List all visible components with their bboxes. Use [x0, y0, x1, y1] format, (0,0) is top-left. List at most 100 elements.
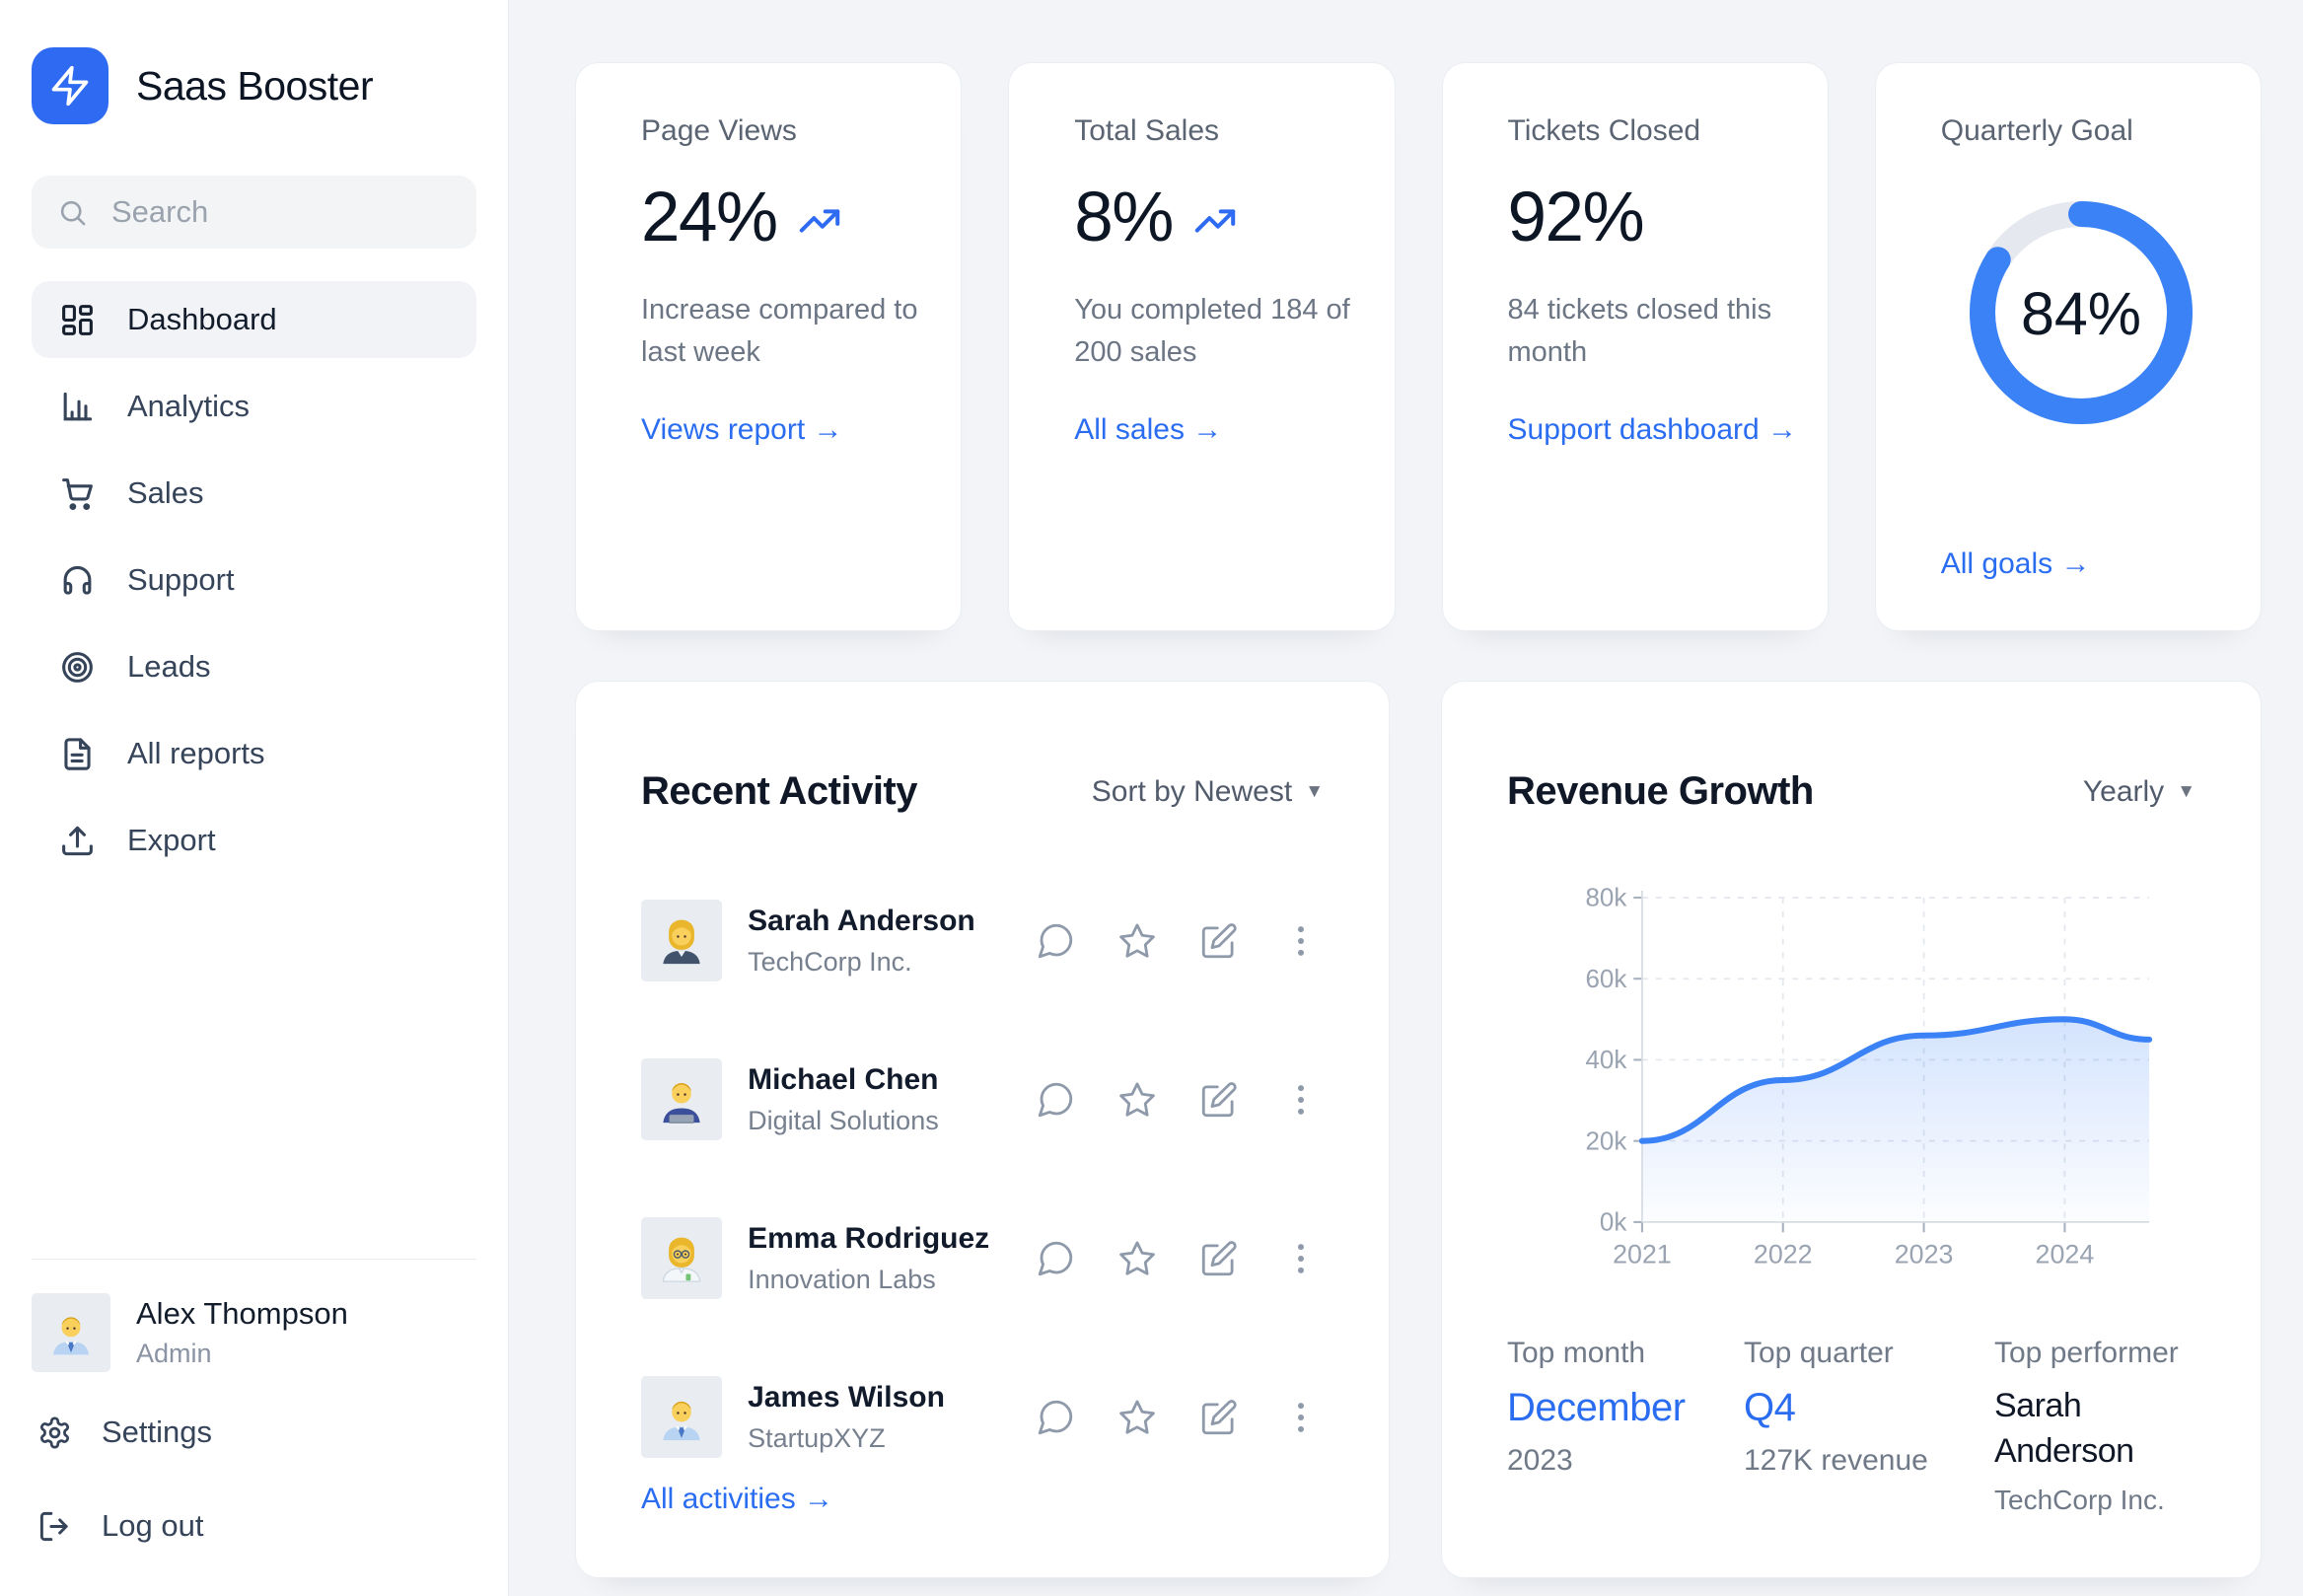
nav-label: All reports: [127, 736, 265, 770]
gear-icon: [37, 1415, 72, 1450]
more-button[interactable]: [1278, 918, 1324, 964]
nav-label: Dashboard: [127, 302, 277, 336]
more-icon: [1280, 1079, 1322, 1121]
search-input[interactable]: [109, 193, 451, 231]
revenue-highlights: Top month December 2023 Top quarter Q4 1…: [1507, 1337, 2195, 1516]
top-month-block: Top month December 2023: [1507, 1337, 1744, 1516]
highlight-value: Q4: [1744, 1386, 1796, 1430]
period-label: Yearly: [2082, 774, 2165, 808]
sidebar-item-logout[interactable]: Log out: [32, 1491, 476, 1560]
chevron-down-icon: ▼: [2177, 780, 2195, 802]
contact-company: TechCorp Inc.: [748, 946, 912, 977]
contact-name: James Wilson: [748, 1380, 945, 1414]
trending-up-icon: [797, 198, 842, 244]
stat-description: You completed 184 of 200 sales: [1074, 294, 1350, 368]
comment-button[interactable]: [1033, 1077, 1078, 1123]
sidebar-item-export[interactable]: Export: [32, 802, 476, 879]
search-icon: [57, 197, 88, 228]
sidebar-item-analytics[interactable]: Analytics: [32, 368, 476, 445]
activity-row: James Wilson StartupXYZ: [641, 1376, 1324, 1459]
sidebar-item-sales[interactable]: Sales: [32, 455, 476, 532]
more-button[interactable]: [1278, 1395, 1324, 1440]
comment-button[interactable]: [1033, 1236, 1078, 1281]
sidebar-item-support[interactable]: Support: [32, 542, 476, 618]
more-button[interactable]: [1278, 1236, 1324, 1281]
highlight-sub: 127K revenue: [1744, 1444, 1928, 1478]
highlight-label: Top performer: [1994, 1337, 2179, 1370]
stat-value: 24%: [641, 179, 778, 256]
star-icon: [1116, 1238, 1158, 1279]
revenue-line-chart: 0k 20k 40k 60k 80k 2021 2022 2023 2024: [1585, 883, 2153, 1270]
comment-button[interactable]: [1033, 918, 1078, 964]
more-icon: [1280, 1397, 1322, 1438]
sidebar-item-settings[interactable]: Settings: [32, 1398, 476, 1467]
all-goals-link[interactable]: All goals →: [1940, 547, 2091, 580]
stat-value: 92%: [1507, 179, 1645, 256]
activity-row: Michael Chen Digital Solutions: [641, 1058, 1324, 1141]
highlight-label: Top month: [1507, 1337, 1646, 1370]
contact-name: Sarah Anderson: [748, 904, 975, 937]
star-button[interactable]: [1115, 918, 1160, 964]
star-button[interactable]: [1115, 1077, 1160, 1123]
svg-text:60k: 60k: [1585, 964, 1627, 993]
contact-name: Emma Rodriguez: [748, 1221, 990, 1255]
chevron-down-icon: ▼: [1305, 780, 1324, 802]
stat-description: 84 tickets closed this month: [1507, 294, 1772, 368]
logout-icon: [37, 1509, 72, 1544]
edit-icon: [1198, 1238, 1240, 1279]
search-box[interactable]: [32, 176, 476, 249]
contact-company: Digital Solutions: [748, 1105, 939, 1135]
edit-button[interactable]: [1196, 1395, 1242, 1440]
views-report-link[interactable]: Views report →: [641, 412, 843, 446]
more-button[interactable]: [1278, 1077, 1324, 1123]
all-sales-link[interactable]: All sales →: [1074, 412, 1223, 446]
cart-icon: [59, 475, 96, 512]
section-title: Revenue Growth: [1507, 769, 1814, 814]
contact-avatar: [641, 1376, 723, 1459]
svg-text:2023: 2023: [1895, 1240, 1954, 1270]
all-activities-link[interactable]: All activities →: [641, 1483, 834, 1515]
sidebar-footer: Alex Thompson Admin Settings Log out: [32, 1259, 476, 1560]
activity-list: Sarah Anderson TechCorp Inc.: [641, 900, 1324, 1459]
app-logo-lightning-icon: [32, 47, 108, 124]
support-dashboard-link[interactable]: Support dashboard →: [1507, 412, 1798, 446]
edit-button[interactable]: [1196, 1077, 1242, 1123]
star-button[interactable]: [1115, 1236, 1160, 1281]
trending-up-icon: [1192, 198, 1238, 244]
svg-text:2024: 2024: [2036, 1240, 2095, 1270]
app-title: Saas Booster: [136, 62, 374, 109]
logout-label: Log out: [102, 1508, 204, 1543]
user-profile[interactable]: Alex Thompson Admin: [32, 1293, 476, 1372]
highlight-sub: 2023: [1507, 1444, 1573, 1478]
svg-text:2021: 2021: [1613, 1240, 1672, 1270]
sidebar-item-leads[interactable]: Leads: [32, 628, 476, 705]
user-name: Alex Thompson: [136, 1296, 348, 1331]
edit-icon: [1198, 920, 1240, 962]
user-role: Admin: [136, 1339, 212, 1368]
edit-button[interactable]: [1196, 1236, 1242, 1281]
edit-button[interactable]: [1196, 918, 1242, 964]
sidebar-nav: Dashboard Analytics Sales Support Leads …: [32, 281, 476, 889]
revenue-growth-card: Revenue Growth Yearly ▼ 0k 20k 40k 60k 80k 20…: [1441, 681, 2262, 1578]
nav-label: Support: [127, 562, 235, 597]
sidebar-item-dashboard[interactable]: Dashboard: [32, 281, 476, 358]
highlight-value: December: [1507, 1386, 1686, 1430]
bottom-row: Recent Activity Sort by Newest ▼ Sarah A…: [575, 681, 2262, 1578]
edit-icon: [1198, 1079, 1240, 1121]
star-icon: [1116, 1397, 1158, 1438]
star-button[interactable]: [1115, 1395, 1160, 1440]
contact-avatar: [641, 1217, 723, 1300]
sort-dropdown[interactable]: Sort by Newest ▼: [1092, 775, 1324, 809]
period-dropdown[interactable]: Yearly ▼: [2083, 775, 2195, 809]
comment-button[interactable]: [1033, 1395, 1078, 1440]
contact-avatar: [641, 1058, 723, 1141]
sort-label: Sort by Newest: [1091, 774, 1293, 808]
headphones-icon: [59, 562, 96, 599]
contact-avatar: [641, 900, 723, 982]
stat-value: 8%: [1074, 179, 1174, 256]
contact-name: Michael Chen: [748, 1062, 939, 1096]
sidebar-item-all-reports[interactable]: All reports: [32, 715, 476, 792]
section-title: Recent Activity: [641, 769, 918, 814]
card-title: Total Sales: [1074, 114, 1219, 147]
contact-company: Innovation Labs: [748, 1264, 936, 1294]
